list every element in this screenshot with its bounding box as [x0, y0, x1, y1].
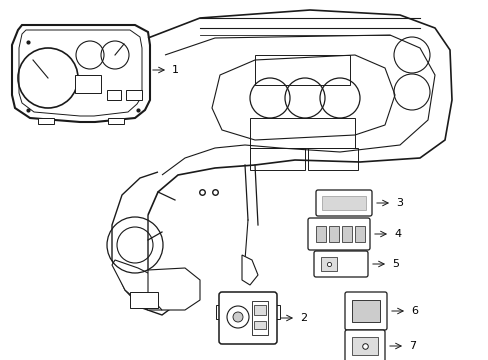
Bar	[351, 337, 377, 355]
Bar	[249, 118, 354, 148]
Bar	[321, 196, 365, 210]
Text: 3: 3	[395, 198, 402, 208]
Bar	[328, 226, 338, 242]
Bar	[254, 55, 349, 85]
FancyBboxPatch shape	[307, 218, 369, 250]
Bar	[38, 118, 54, 124]
Polygon shape	[12, 25, 150, 122]
Bar	[75, 75, 101, 93]
Polygon shape	[112, 260, 162, 310]
Text: 5: 5	[391, 259, 398, 269]
Circle shape	[232, 312, 243, 322]
Bar	[107, 90, 121, 100]
FancyBboxPatch shape	[315, 190, 371, 216]
Polygon shape	[242, 255, 258, 285]
FancyBboxPatch shape	[219, 292, 276, 344]
Bar	[341, 226, 351, 242]
Text: 6: 6	[410, 306, 417, 316]
Bar	[130, 292, 158, 308]
Bar	[351, 300, 379, 322]
Polygon shape	[148, 268, 200, 310]
Bar	[251, 301, 267, 335]
FancyBboxPatch shape	[313, 251, 367, 277]
Bar	[315, 226, 325, 242]
Text: 4: 4	[393, 229, 400, 239]
Bar	[253, 321, 265, 329]
Bar	[253, 305, 265, 315]
Bar	[354, 226, 364, 242]
Text: 1: 1	[172, 65, 179, 75]
Bar	[126, 90, 142, 100]
Text: 2: 2	[299, 313, 306, 323]
Bar	[216, 305, 224, 319]
FancyBboxPatch shape	[345, 330, 384, 360]
Bar	[249, 148, 305, 170]
FancyBboxPatch shape	[345, 292, 386, 330]
Bar	[271, 305, 280, 319]
Bar	[320, 257, 336, 271]
Text: 7: 7	[408, 341, 415, 351]
Bar	[108, 118, 124, 124]
Bar	[307, 148, 357, 170]
